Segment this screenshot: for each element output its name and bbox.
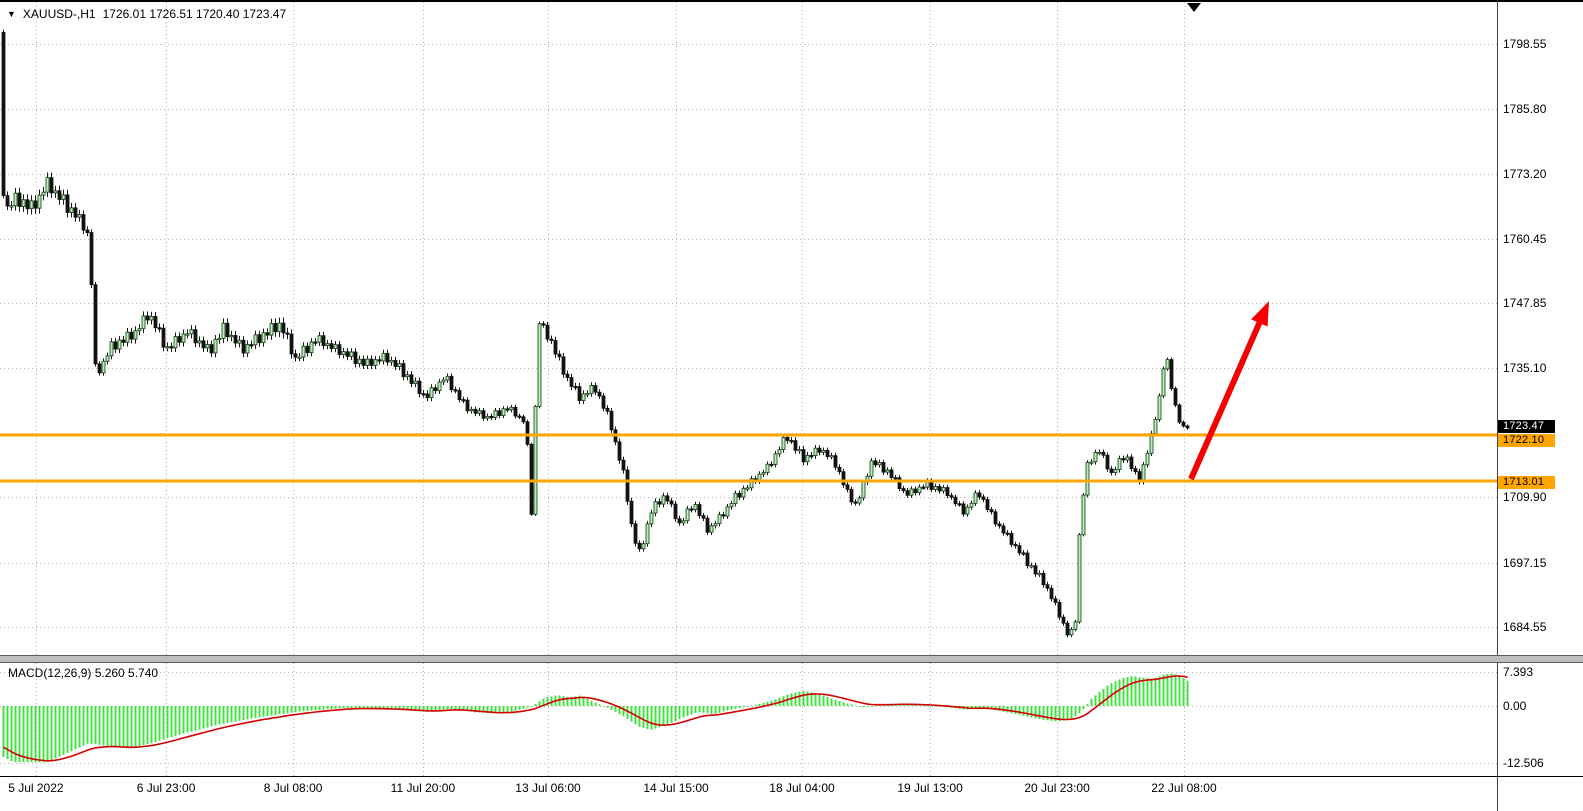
price-axis-label: 1684.55	[1503, 619, 1547, 634]
chart-shift-marker-icon[interactable]	[1187, 3, 1201, 12]
price-axis[interactable]	[1497, 0, 1583, 811]
support-level-badge: 1713.01	[1498, 476, 1555, 490]
price-axis-label: 1798.55	[1503, 37, 1547, 51]
time-axis-label: 19 Jul 13:00	[897, 781, 963, 795]
price-axis-label: 1709.90	[1503, 490, 1547, 505]
price-axis-label: 1697.15	[1503, 555, 1547, 570]
price-axis-label: 1735.10	[1503, 361, 1547, 376]
time-axis-label: 22 Jul 08:00	[1151, 781, 1217, 795]
trend-arrow-head[interactable]	[1251, 301, 1269, 327]
symbol-timeframe-label: XAUUSD-,H1	[22, 7, 96, 21]
ohlc-values: 1726.01 1726.51 1720.40 1723.47	[102, 7, 287, 21]
symbol-dropdown-triangle-icon[interactable]: ▼	[7, 9, 16, 19]
resistance-level-badge: 1722.10	[1498, 433, 1555, 447]
time-axis-label: 13 Jul 06:00	[515, 781, 581, 795]
price-axis-label: 1785.80	[1503, 102, 1547, 117]
time-axis-label: 11 Jul 20:00	[390, 781, 456, 795]
macd-axis-label: 7.393	[1503, 665, 1534, 680]
price-axis-label: 1747.85	[1503, 296, 1547, 311]
price-axis-label: 1773.20	[1503, 166, 1547, 181]
time-axis-label: 14 Jul 15:00	[643, 781, 709, 795]
macd-axis-label: 0.00	[1503, 699, 1527, 713]
time-axis[interactable]	[0, 777, 1497, 811]
macd-indicator-area[interactable]	[0, 663, 1497, 776]
time-axis-label: 18 Jul 04:00	[769, 781, 835, 795]
time-axis-label: 20 Jul 23:00	[1024, 781, 1090, 795]
trend-arrow-annotation[interactable]	[1188, 321, 1263, 481]
time-axis-label: 6 Jul 23:00	[136, 781, 196, 795]
time-axis-label: 8 Jul 08:00	[263, 781, 323, 795]
chart-header: ▼ XAUUSD-,H1 1726.01 1726.51 1720.40 172…	[7, 7, 286, 21]
time-axis-label: 5 Jul 2022	[8, 781, 64, 795]
price-axis-label: 1760.45	[1503, 231, 1547, 246]
macd-indicator-label: MACD(12,26,9) 5.260 5.740	[8, 666, 159, 680]
macd-axis-label: -12.506	[1503, 755, 1544, 770]
price-chart-area[interactable]	[0, 0, 1497, 655]
current-price-badge: 1723.47	[1498, 419, 1555, 433]
